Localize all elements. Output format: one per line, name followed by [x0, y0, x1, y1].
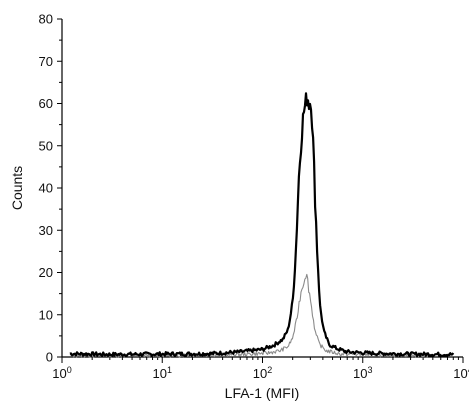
y-axis-title: Counts — [9, 166, 25, 210]
x-tick-label: 103 — [353, 365, 372, 381]
series-layer — [69, 92, 455, 358]
control-histogram-line — [69, 273, 434, 358]
x-tick-label: 100 — [52, 365, 71, 381]
x-axis-title: LFA-1 (MFI) — [225, 385, 300, 401]
y-tick-label: 40 — [39, 181, 53, 196]
x-tick-label: 101 — [153, 365, 172, 381]
plot-frame — [61, 19, 463, 358]
y-tick-label: 70 — [39, 54, 53, 69]
x-tick-label: 102 — [253, 365, 272, 381]
y-tick-label: 0 — [46, 350, 53, 365]
y-tick-label: 20 — [39, 265, 53, 280]
y-tick-label: 60 — [39, 96, 53, 111]
stained-histogram-line — [69, 92, 455, 358]
y-axis-ticks: 0 10 20 30 40 50 60 70 80 — [39, 12, 62, 365]
y-tick-label: 30 — [39, 223, 53, 238]
x-tick-label: 104 — [453, 365, 469, 381]
y-tick-label: 80 — [39, 12, 53, 27]
y-tick-label: 50 — [39, 138, 53, 153]
x-axis-ticks: 100 101 102 103 104 — [52, 357, 469, 381]
y-tick-label: 10 — [39, 307, 53, 322]
